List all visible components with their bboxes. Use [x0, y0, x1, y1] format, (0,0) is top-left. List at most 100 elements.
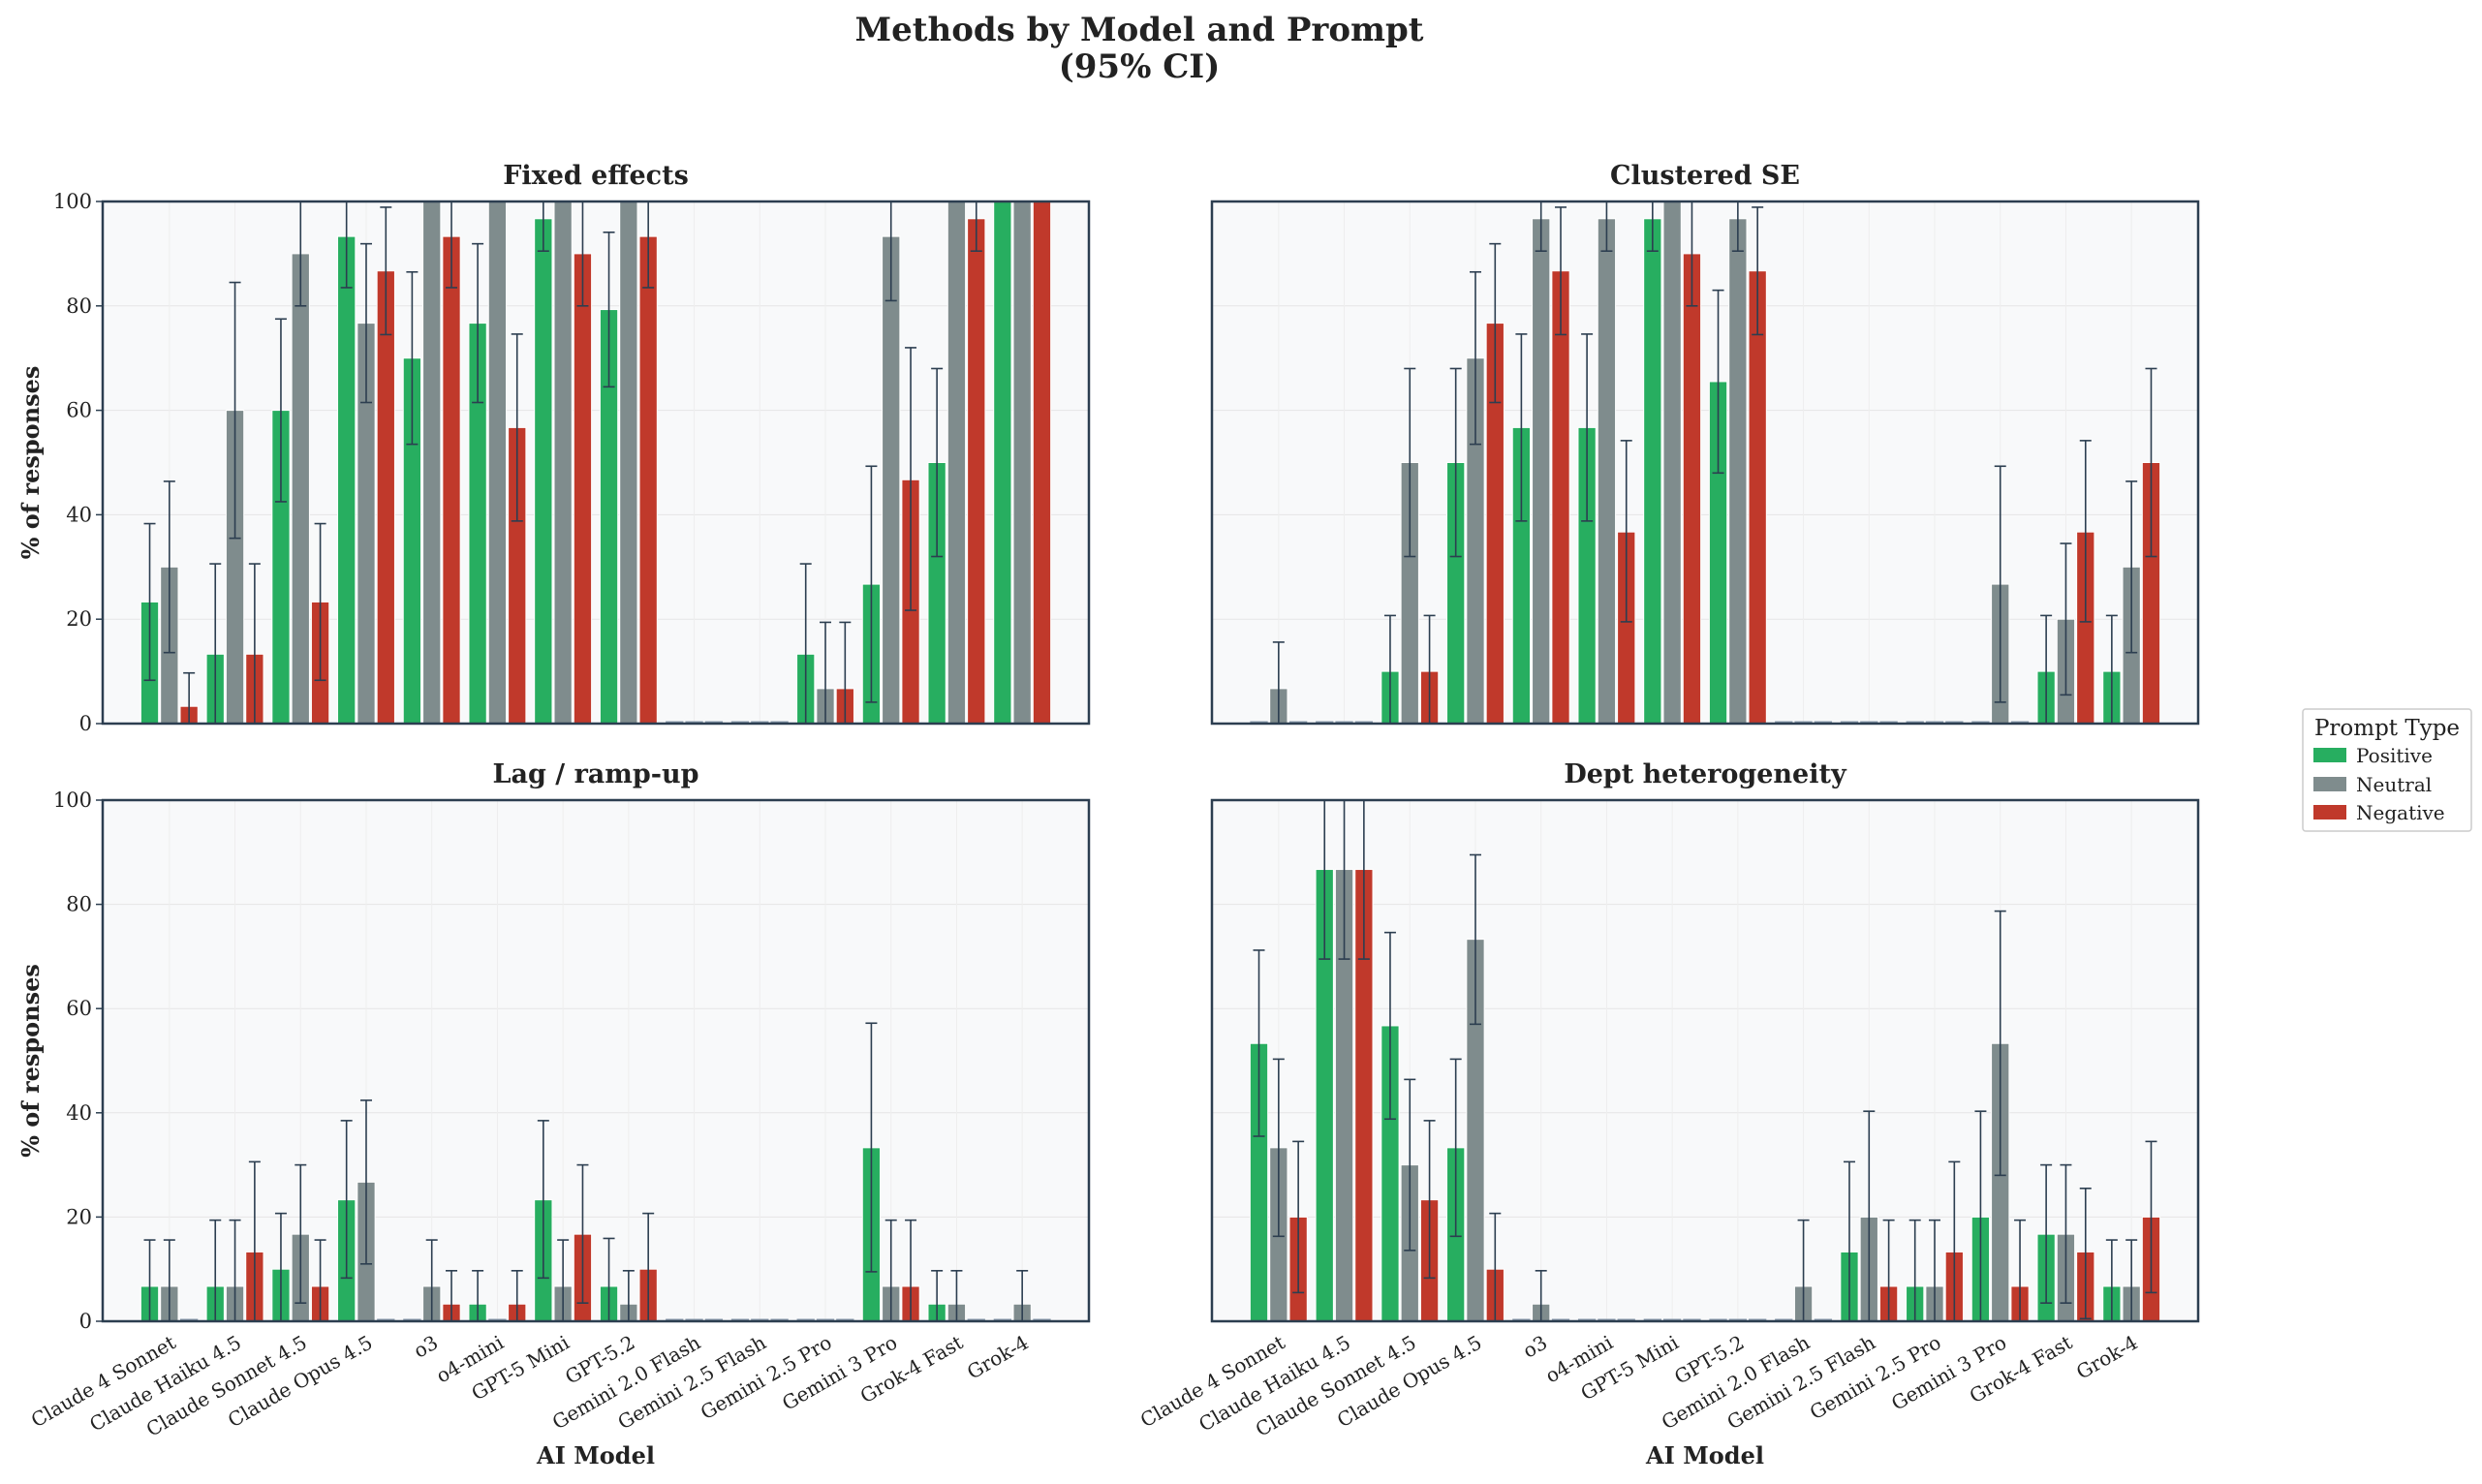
- y-tick-label: 80: [66, 893, 92, 916]
- plot-frame: [1210, 798, 2200, 1323]
- y-tick-label: 80: [66, 294, 92, 318]
- error-bar-positive-o3: [1515, 333, 1528, 522]
- error-bar-positive-o4-mini: [1581, 333, 1594, 522]
- plot-frame: [101, 200, 1091, 726]
- error-bar-negative-o4-mini: [1620, 440, 1632, 623]
- plot-area: [1212, 800, 2198, 1321]
- bar-neutral-gpt-5-2: [619, 201, 638, 725]
- legend-swatch-neutral: [2313, 777, 2346, 791]
- y-tick-label: 40: [66, 1101, 92, 1125]
- error-bar-positive-o4-mini: [472, 242, 484, 404]
- legend-box: [2302, 708, 2472, 832]
- error-bar-neutral-claude-4-sonnet: [163, 480, 175, 654]
- legend-swatch-negative: [2313, 805, 2346, 819]
- error-bar-positive-claude-sonnet-4-5: [274, 318, 287, 503]
- figure-title-line2: (95% CI): [1059, 47, 1221, 86]
- panel-clustered-se: Clustered SE: [1210, 161, 2200, 726]
- error-bar-positive-gpt-5-mini: [537, 1120, 549, 1280]
- error-bar-negative-o4-mini: [511, 333, 523, 522]
- bar-positive-claude-opus-4-5: [337, 235, 357, 725]
- y-tick-label: 40: [66, 503, 92, 526]
- error-bar-positive-claude-4-sonnet: [1253, 949, 1265, 1137]
- bar-negative-gpt-5-2: [638, 235, 658, 725]
- bar-negative-o3: [1551, 270, 1570, 725]
- error-bar-neutral-gemini-3-pro: [1994, 465, 2006, 703]
- legend-label-negative: Negative: [2356, 801, 2445, 824]
- legend: Prompt Type Positive Neutral Negative: [2302, 708, 2472, 832]
- x-axis-label: AI Model: [536, 1441, 655, 1469]
- error-bar-neutral-gemini-3-pro: [1994, 910, 2006, 1177]
- error-bar-positive-claude-opus-4-5: [1449, 367, 1462, 558]
- bar-positive-grok-4: [993, 201, 1012, 725]
- error-bar-positive-gpt-5-2: [1712, 289, 1724, 475]
- error-bar-negative-grok-4: [2145, 367, 2157, 558]
- error-bar-neutral-claude-opus-4-5: [1469, 853, 1481, 1026]
- bar-neutral-gpt-5-mini: [553, 201, 573, 725]
- error-bar-neutral-claude-sonnet-4-5: [295, 1163, 307, 1304]
- panel-title: Clustered SE: [1610, 161, 1800, 191]
- y-tick-label: 20: [66, 1205, 92, 1228]
- legend-label-positive: Positive: [2356, 744, 2433, 767]
- error-bar-negative-gpt-5-2: [1752, 206, 1764, 336]
- x-axis-label: AI Model: [1645, 1441, 1764, 1469]
- bar-neutral-gpt-5-mini: [1662, 201, 1682, 725]
- panel-title: Lag / ramp-up: [493, 759, 699, 789]
- bar-neutral-gemini-3-pro: [882, 235, 901, 725]
- legend-swatch-positive: [2313, 748, 2346, 762]
- error-bar-negative-claude-4-sonnet: [1292, 1140, 1305, 1294]
- bar-neutral-o3: [1532, 218, 1551, 725]
- error-bar-negative-gpt-5-mini: [576, 1163, 589, 1304]
- error-bar-positive-claude-opus-4-5: [1449, 1058, 1462, 1238]
- y-tick-label: 60: [66, 997, 92, 1020]
- bar-positive-gpt-5-mini: [1643, 218, 1662, 725]
- error-bar-negative-claude-sonnet-4-5: [314, 522, 326, 682]
- plot-frame: [101, 798, 1091, 1323]
- panel-fixed-effects: Fixed effects 0 20 40 60 80 100 % of responses: [16, 161, 1091, 735]
- bar-neutral-grok-4-fast: [946, 201, 967, 725]
- bar-neutral-o3: [422, 201, 442, 725]
- y-tick-label: 60: [66, 399, 92, 422]
- plot-area: [103, 201, 1089, 724]
- error-bar-positive-claude-sonnet-4-5: [1383, 931, 1396, 1121]
- y-tick-label: 100: [53, 788, 92, 812]
- bar-negative-gpt-5-2: [1748, 270, 1767, 725]
- error-bar-negative-grok-4: [2145, 1140, 2157, 1294]
- bar-negative-o3: [442, 235, 461, 725]
- plot-area: [103, 800, 1089, 1321]
- error-bar-positive-gemini-3-pro: [865, 465, 878, 703]
- error-bar-neutral-claude-sonnet-4-5: [1404, 367, 1416, 558]
- error-bar-negative-claude-opus-4-5: [380, 206, 392, 336]
- bar-neutral-gpt-5-2: [1728, 218, 1748, 725]
- error-bar-neutral-claude-haiku-4-5: [229, 281, 241, 540]
- bar-negative-gpt-5-mini: [573, 253, 593, 725]
- error-bar-positive-claude-4-sonnet: [143, 522, 156, 682]
- y-tick-label: 0: [79, 712, 92, 735]
- error-bar-positive-o3: [406, 270, 419, 446]
- y-tick-label: 100: [53, 190, 92, 213]
- error-bar-neutral-grok-4-fast: [2060, 1163, 2072, 1304]
- panel-title: Fixed effects: [503, 161, 689, 191]
- error-bar-neutral-claude-opus-4-5: [1469, 270, 1481, 446]
- error-bar-neutral-claude-4-sonnet: [1272, 1058, 1285, 1238]
- panel-title: Dept heterogeneity: [1564, 759, 1847, 789]
- error-bar-negative-claude-opus-4-5: [1489, 242, 1502, 404]
- plot-area: [1212, 201, 2198, 724]
- bar-negative-grok-4-fast: [967, 218, 986, 725]
- legend-title: Prompt Type: [2314, 716, 2460, 741]
- bar-neutral-grok-4: [1012, 201, 1032, 725]
- error-bar-negative-o3: [1555, 206, 1567, 336]
- error-bar-positive-gpt-5-2: [603, 232, 615, 388]
- bar-positive-gpt-5-mini: [534, 218, 553, 725]
- y-axis-label: % of responses: [16, 366, 45, 560]
- error-bar-negative-grok-4-fast: [2079, 440, 2092, 623]
- y-axis-label: % of responses: [16, 964, 45, 1158]
- figure-title-line1: Methods by Model and Prompt: [855, 11, 1424, 49]
- error-bar-positive-grok-4-fast: [2040, 1163, 2053, 1304]
- bar-neutral-o4-mini: [1597, 218, 1617, 725]
- legend-label-neutral: Neutral: [2356, 773, 2432, 796]
- error-bar-neutral-grok-4: [2125, 480, 2138, 654]
- error-bar-positive-gemini-3-pro: [865, 1022, 878, 1273]
- error-bar-neutral-claude-sonnet-4-5: [1404, 1078, 1416, 1252]
